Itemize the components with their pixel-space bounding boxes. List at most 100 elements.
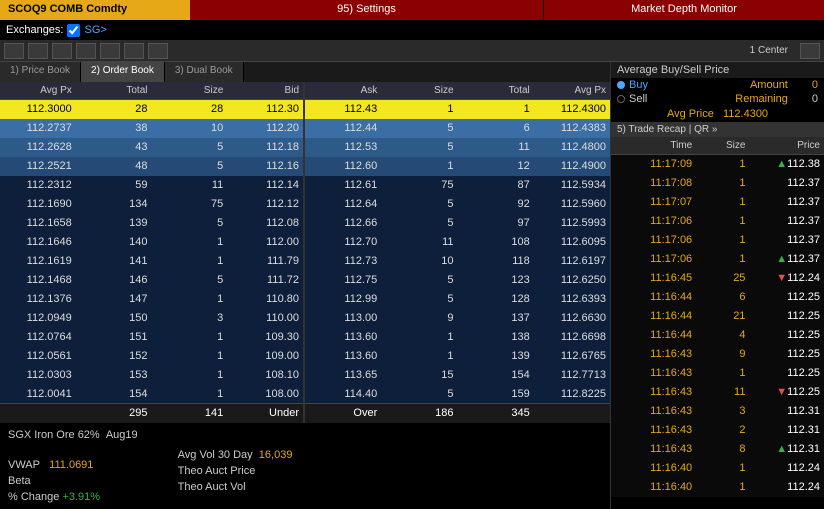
toolbar-btn-2[interactable] <box>28 43 48 59</box>
trade-time: 11:16:44 <box>611 288 696 307</box>
amount-value[interactable]: 0 <box>812 79 818 91</box>
trade-row[interactable]: 11:17:061112.37 <box>611 212 824 231</box>
vwap-label: VWAP <box>8 459 40 471</box>
ask-row[interactable]: 112.755123112.6250 <box>305 271 610 290</box>
ask-row[interactable]: 112.60112112.4900 <box>305 157 610 176</box>
bid-cell-size: 1 <box>152 385 228 404</box>
trade-time: 11:16:43 <box>611 345 696 364</box>
col-size2[interactable]: Size <box>381 82 457 100</box>
trade-row[interactable]: 11:16:446112.25 <box>611 288 824 307</box>
ask-sum-total: 345 <box>458 404 534 423</box>
trade-row[interactable]: 11:16:4311▼112.25 <box>611 383 824 402</box>
trade-row[interactable]: 11:16:4525▼112.24 <box>611 269 824 288</box>
trade-row[interactable]: 11:16:431112.25 <box>611 364 824 383</box>
trade-size: 1 <box>696 459 749 478</box>
ask-row[interactable]: 112.64592112.5960 <box>305 195 610 214</box>
trade-row[interactable]: 11:16:438▲112.31 <box>611 440 824 459</box>
toolbar-btn-7[interactable] <box>148 43 168 59</box>
tab-dual-book[interactable]: 3) Dual Book <box>165 62 244 82</box>
ask-row[interactable]: 113.601139112.6765 <box>305 347 610 366</box>
bid-row[interactable]: 112.09491503110.00 <box>0 309 303 328</box>
bid-row[interactable]: 112.169013475112.12 <box>0 195 303 214</box>
col-avgpx2[interactable]: Avg Px <box>534 82 610 100</box>
col-total2[interactable]: Total <box>458 82 534 100</box>
bid-row[interactable]: 112.03031531108.10 <box>0 366 303 385</box>
ask-row[interactable]: 113.009137112.6630 <box>305 309 610 328</box>
exchange-checkbox[interactable] <box>67 24 80 37</box>
trade-row[interactable]: 11:16:401112.24 <box>611 478 824 497</box>
trade-row[interactable]: 11:17:061112.37 <box>611 231 824 250</box>
col-total[interactable]: Total <box>76 82 152 100</box>
bid-cell-bid: 109.00 <box>227 347 303 366</box>
trade-row[interactable]: 11:17:091▲112.38 <box>611 155 824 174</box>
exchange-code[interactable]: SG> <box>84 24 106 36</box>
ask-row[interactable]: 112.7310118112.6197 <box>305 252 610 271</box>
buy-radio[interactable] <box>617 81 625 89</box>
bid-row[interactable]: 112.00411541108.00 <box>0 385 303 404</box>
trade-row[interactable]: 11:17:061▲112.37 <box>611 250 824 269</box>
toolbar-btn-refresh[interactable] <box>800 43 820 59</box>
tab-price-book[interactable]: 1) Price Book <box>0 62 81 82</box>
ask-cell-total: 6 <box>458 119 534 138</box>
trade-row[interactable]: 11:16:401112.24 <box>611 459 824 478</box>
ask-row[interactable]: 112.7011108112.6095 <box>305 233 610 252</box>
bid-cell-total: 151 <box>76 328 152 347</box>
toolbar-btn-5[interactable] <box>100 43 120 59</box>
ask-row[interactable]: 113.601138112.6698 <box>305 328 610 347</box>
trade-row[interactable]: 11:16:439112.25 <box>611 345 824 364</box>
col-bid[interactable]: Bid <box>227 82 303 100</box>
bid-cell-avgpx: 112.1376 <box>0 290 76 309</box>
ask-row[interactable]: 112.995128112.6393 <box>305 290 610 309</box>
ask-row[interactable]: 112.617587112.5934 <box>305 176 610 195</box>
bid-row[interactable]: 112.27373810112.20 <box>0 119 303 138</box>
trade-price: 112.25 <box>749 307 824 326</box>
col-time[interactable]: Time <box>611 137 696 155</box>
ticker-symbol[interactable]: SCOQ9 COMB Comdty <box>0 0 190 20</box>
ask-row[interactable]: 112.53511112.4800 <box>305 138 610 157</box>
toolbar-btn-3[interactable] <box>52 43 72 59</box>
sell-radio[interactable] <box>617 95 625 103</box>
ask-cell-ask: 113.60 <box>305 347 381 366</box>
bid-row[interactable]: 112.14681465111.72 <box>0 271 303 290</box>
toolbar-btn-1[interactable] <box>4 43 24 59</box>
trade-row[interactable]: 11:17:081112.37 <box>611 174 824 193</box>
trade-size: 9 <box>696 345 749 364</box>
bid-row[interactable]: 112.16581395112.08 <box>0 214 303 233</box>
col-size[interactable]: Size <box>152 82 228 100</box>
trade-row[interactable]: 11:16:433112.31 <box>611 402 824 421</box>
ask-row[interactable]: 113.6515154112.7713 <box>305 366 610 385</box>
col-avgpx[interactable]: Avg Px <box>0 82 76 100</box>
ask-row[interactable]: 112.4311112.4300 <box>305 100 610 119</box>
bid-cell-bid: 112.16 <box>227 157 303 176</box>
bid-row[interactable]: 112.2521485112.16 <box>0 157 303 176</box>
bid-row[interactable]: 112.07641511109.30 <box>0 328 303 347</box>
trade-time: 11:17:06 <box>611 231 696 250</box>
bid-row[interactable]: 112.30002828112.30 <box>0 100 303 119</box>
ask-row[interactable]: 114.405159112.8225 <box>305 385 610 404</box>
trade-row[interactable]: 11:16:432112.31 <box>611 421 824 440</box>
trade-price: ▲112.38 <box>749 155 824 174</box>
bid-row[interactable]: 112.23125911112.14 <box>0 176 303 195</box>
col-tsize[interactable]: Size <box>696 137 749 155</box>
bid-row[interactable]: 112.2628435112.18 <box>0 138 303 157</box>
ask-cell-avgpx: 112.4900 <box>534 157 610 176</box>
settings-button[interactable]: 95) Settings <box>190 0 544 20</box>
bid-row[interactable]: 112.16461401112.00 <box>0 233 303 252</box>
toolbar-btn-4[interactable] <box>76 43 96 59</box>
bid-cell-total: 153 <box>76 366 152 385</box>
col-tprice[interactable]: Price <box>749 137 824 155</box>
trade-row[interactable]: 11:17:071112.37 <box>611 193 824 212</box>
trade-recap-header[interactable]: 5) Trade Recap | QR » <box>611 122 824 137</box>
trade-size: 21 <box>696 307 749 326</box>
bid-row[interactable]: 112.13761471110.80 <box>0 290 303 309</box>
bid-row[interactable]: 112.05611521109.00 <box>0 347 303 366</box>
trade-row[interactable]: 11:16:4421112.25 <box>611 307 824 326</box>
ask-row[interactable]: 112.4456112.4383 <box>305 119 610 138</box>
tab-order-book[interactable]: 2) Order Book <box>81 62 165 82</box>
toolbar-btn-6[interactable] <box>124 43 144 59</box>
bid-row[interactable]: 112.16191411111.79 <box>0 252 303 271</box>
trade-row[interactable]: 11:16:444112.25 <box>611 326 824 345</box>
center-button[interactable]: 1 Center <box>750 45 788 56</box>
ask-row[interactable]: 112.66597112.5993 <box>305 214 610 233</box>
col-ask[interactable]: Ask <box>305 82 381 100</box>
